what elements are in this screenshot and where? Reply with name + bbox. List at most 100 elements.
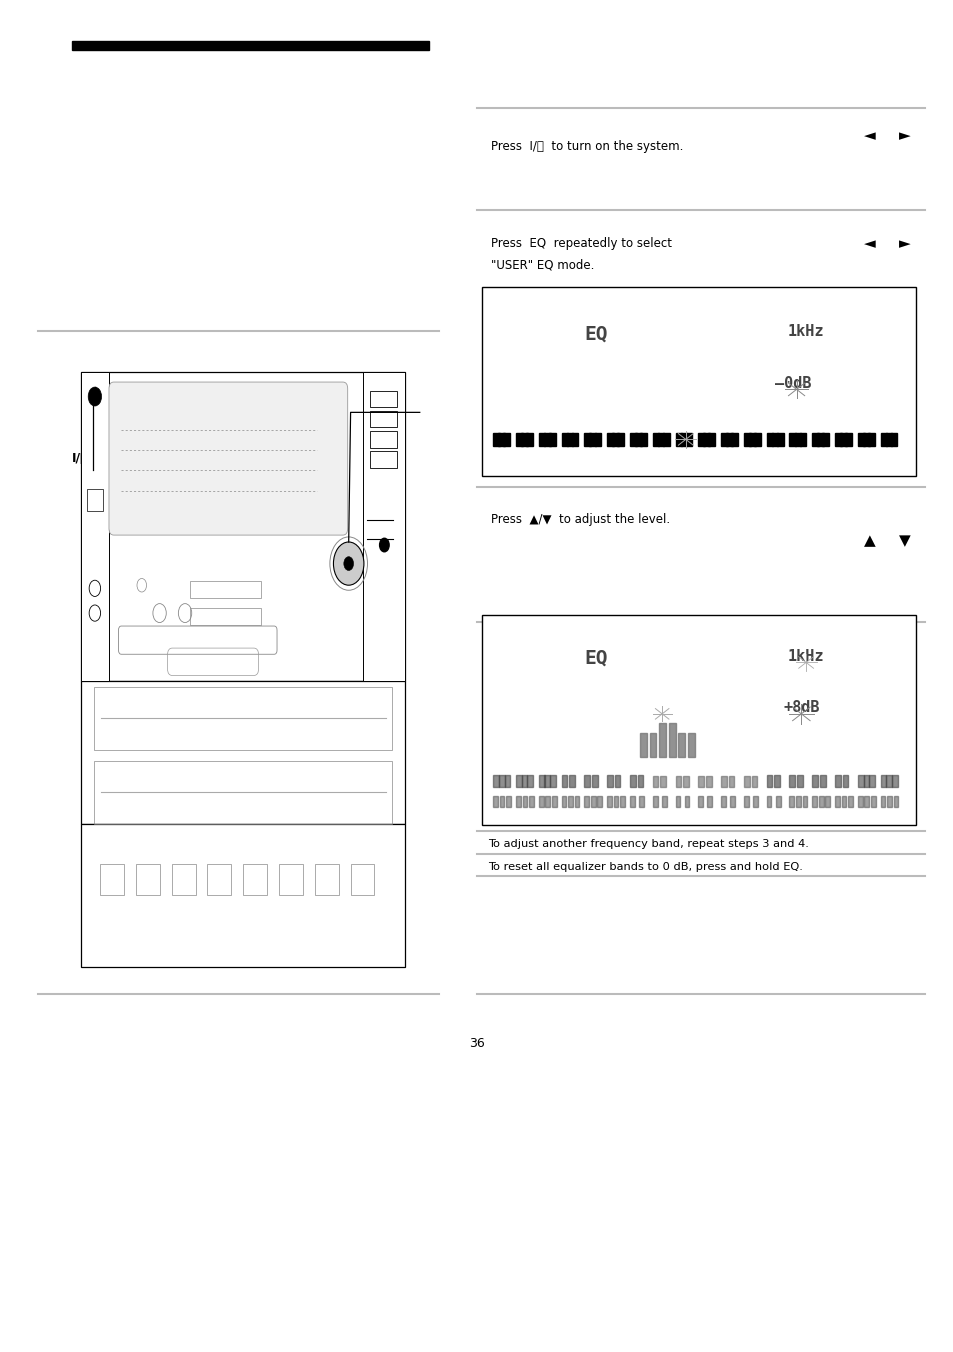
Text: To adjust another frequency band, repeat steps 3 and 4.: To adjust another frequency band, repeat…	[488, 838, 808, 849]
Bar	[594, 433, 600, 446]
Bar	[567, 796, 572, 807]
Bar	[652, 433, 659, 446]
Bar	[538, 775, 544, 787]
Bar	[743, 433, 750, 446]
Bar	[614, 775, 619, 787]
Bar	[766, 775, 772, 787]
Bar	[550, 775, 556, 787]
Bar	[748, 433, 755, 446]
Bar	[538, 433, 545, 446]
Bar	[504, 775, 510, 787]
Bar	[880, 775, 885, 787]
Bar	[819, 775, 824, 787]
Bar	[639, 796, 643, 807]
Bar	[675, 433, 681, 446]
Bar	[639, 433, 646, 446]
Bar	[890, 433, 897, 446]
Bar	[766, 433, 773, 446]
Bar	[172, 864, 195, 895]
Circle shape	[379, 538, 389, 552]
Bar	[720, 776, 726, 787]
Bar	[584, 796, 589, 807]
Bar	[880, 433, 886, 446]
Bar	[597, 796, 601, 807]
Bar	[801, 796, 806, 807]
Circle shape	[88, 387, 101, 406]
Bar	[685, 433, 692, 446]
Bar	[847, 796, 852, 807]
Bar	[725, 433, 732, 446]
Bar	[870, 796, 875, 807]
Bar	[629, 775, 635, 787]
Bar	[516, 775, 521, 787]
Bar	[544, 775, 550, 787]
Bar	[516, 796, 520, 807]
Bar	[635, 433, 641, 446]
Text: ►: ►	[898, 127, 909, 143]
Bar	[369, 452, 396, 468]
Bar	[527, 775, 533, 787]
Bar	[190, 580, 261, 598]
Bar	[493, 433, 499, 446]
Bar	[834, 796, 839, 807]
Bar	[94, 687, 392, 749]
Bar	[551, 796, 556, 807]
Bar	[766, 796, 771, 807]
Bar	[675, 776, 680, 787]
Bar	[71, 41, 429, 50]
Bar	[545, 796, 550, 807]
Bar	[190, 608, 261, 626]
Bar	[499, 796, 504, 807]
Bar	[561, 775, 567, 787]
Bar	[857, 796, 862, 807]
Text: ►: ►	[898, 235, 909, 251]
Bar	[81, 372, 405, 967]
Bar	[687, 733, 694, 757]
Bar	[794, 433, 801, 446]
Bar	[639, 733, 646, 757]
Bar	[862, 775, 868, 787]
Bar	[521, 775, 527, 787]
Bar	[841, 775, 847, 787]
Bar	[824, 796, 829, 807]
Bar	[516, 433, 522, 446]
Bar	[775, 796, 780, 807]
Bar	[497, 433, 504, 446]
Bar	[279, 864, 303, 895]
Text: ◄: ◄	[863, 127, 875, 143]
Bar	[698, 776, 703, 787]
Bar	[363, 372, 405, 681]
Bar	[678, 733, 684, 757]
Bar	[81, 823, 405, 967]
Bar	[617, 433, 623, 446]
Text: 1kHz: 1kHz	[787, 649, 823, 664]
Bar	[606, 433, 613, 446]
Bar	[561, 796, 566, 807]
Bar	[493, 775, 498, 787]
Bar	[684, 796, 689, 807]
Text: EQ: EQ	[584, 324, 607, 343]
Bar	[548, 433, 555, 446]
Bar	[208, 864, 232, 895]
Bar	[857, 433, 863, 446]
Bar	[590, 796, 595, 807]
Text: ▼: ▼	[898, 533, 909, 549]
Bar	[789, 796, 794, 807]
Text: –0dB: –0dB	[775, 376, 811, 391]
Bar	[522, 796, 527, 807]
Bar	[589, 433, 596, 446]
Bar	[776, 433, 782, 446]
Bar	[243, 864, 267, 895]
Text: Press  ◄/►  to select the frequency
band you want to adjust.: Press ◄/► to select the frequency band y…	[491, 320, 696, 356]
Bar	[529, 796, 534, 807]
Bar	[720, 433, 727, 446]
Bar	[789, 775, 795, 787]
Text: ▲: ▲	[863, 533, 875, 549]
Bar	[743, 796, 748, 807]
Bar	[81, 372, 405, 681]
Bar	[797, 775, 802, 787]
Bar	[637, 775, 642, 787]
Bar	[606, 775, 612, 787]
Bar	[884, 433, 891, 446]
Text: Press  EQ  repeatedly to select
"USER" EQ mode.: Press EQ repeatedly to select "USER" EQ …	[491, 237, 672, 272]
